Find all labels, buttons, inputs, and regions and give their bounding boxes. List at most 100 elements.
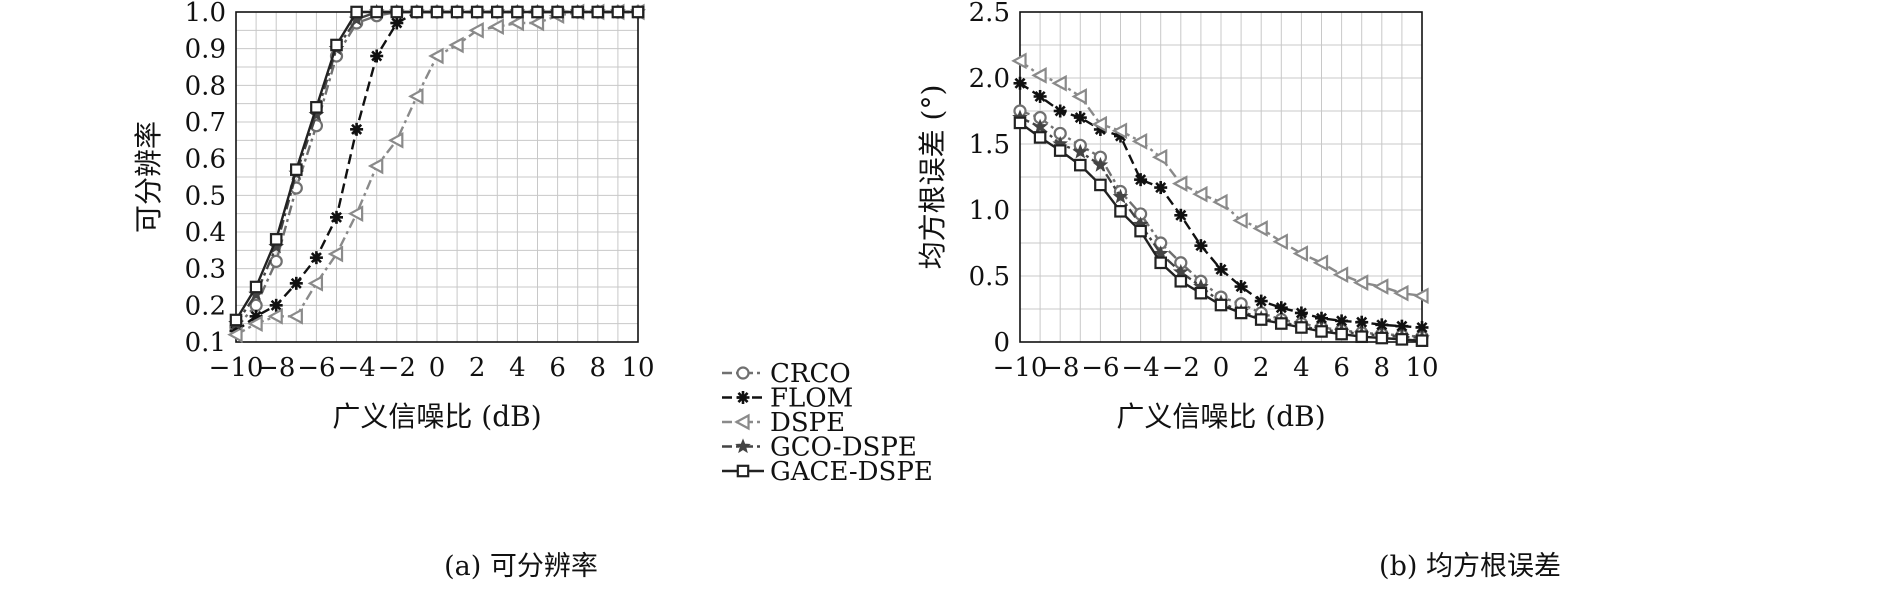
a-point-dspe (428, 47, 444, 65)
a-x-tick-label: −10 (209, 353, 264, 383)
b-point-gco-dspe (1112, 188, 1129, 204)
b-point-dspe (1131, 133, 1148, 150)
legend-label-gco-dspe: GCO-DSPE (770, 433, 917, 463)
a-x-tick-label: 10 (621, 353, 654, 383)
a-x-tick-label: 4 (509, 353, 526, 383)
b-point-gace-dspe (1053, 144, 1067, 157)
b-point-flom (1134, 173, 1148, 187)
b-x-tick-label: 8 (1374, 353, 1391, 383)
b-point-gace-dspe (1114, 205, 1127, 218)
a-y-tick-label: 0.6 (185, 145, 226, 175)
a-point-gace-dspe (229, 313, 243, 327)
b-point-flom (1073, 111, 1087, 125)
caption-b: (b) 均方根误差 (1379, 551, 1561, 582)
b-point-dspe (1272, 233, 1288, 251)
legend-item-gco-dspe: GCO-DSPE (722, 433, 917, 463)
b-plot-frame (1019, 11, 1423, 343)
b-point-gco-dspe (1032, 118, 1048, 134)
legend-label-crco: CRCO (770, 359, 851, 389)
b-x-tick-label: −6 (1081, 353, 1119, 383)
b-point-flom (1053, 104, 1067, 118)
b-point-dspe (1051, 74, 1067, 92)
a-point-dspe (408, 87, 424, 105)
b-point-flom (1194, 239, 1208, 253)
a-point-flom (370, 49, 384, 63)
b-y-tick-label: 1.0 (969, 196, 1010, 226)
a-point-dspe (468, 21, 484, 39)
b-point-gace-dspe (1274, 317, 1288, 330)
b-point-dspe (1312, 254, 1329, 272)
a-point-crco (269, 254, 283, 268)
b-point-gace-dspe (1174, 274, 1188, 288)
b-y-tick-label: 0.5 (969, 262, 1010, 292)
b-x-axis-title: 广义信噪比 (dB) (1116, 400, 1325, 433)
a-point-gace-dspe (410, 5, 424, 19)
a-x-tick-label: 2 (469, 353, 486, 383)
b-point-flom (1294, 306, 1308, 320)
a-point-dspe (347, 205, 364, 223)
b-point-dspe (1232, 212, 1248, 229)
b-point-dspe (1332, 266, 1349, 284)
b-point-flom (1154, 181, 1168, 195)
a-point-gace-dspe (611, 5, 625, 19)
b-point-dspe (1011, 52, 1027, 70)
a-x-tick-label: 8 (590, 353, 607, 383)
b-point-dspe (1151, 148, 1168, 166)
b-point-gace-dspe (1214, 298, 1228, 312)
b-point-dspe (1031, 67, 1047, 84)
b-x-tick-label: 10 (1405, 353, 1438, 383)
b-point-gace-dspe (1254, 313, 1268, 326)
a-point-gace-dspe (571, 5, 584, 19)
a-point-gace-dspe (290, 163, 303, 176)
a-series-gace-dspe (229, 5, 645, 327)
b-point-gace-dspe (1295, 321, 1308, 334)
b-x-tick-label: 6 (1333, 353, 1350, 383)
b-point-gace-dspe (1415, 334, 1429, 347)
a-point-gace-dspe (531, 5, 544, 19)
b-point-gace-dspe (1315, 325, 1328, 338)
a-point-gace-dspe (591, 5, 605, 19)
b-point-gace-dspe (1134, 224, 1147, 238)
a-x-tick-label: −4 (337, 353, 375, 383)
b-y-tick-label: 0 (993, 328, 1010, 358)
b-point-dspe (1192, 185, 1208, 203)
b-point-dspe (1212, 193, 1228, 211)
a-point-gace-dspe (370, 5, 383, 19)
b-y-tick-label: 2.0 (969, 64, 1010, 94)
b-point-dspe (1071, 88, 1087, 105)
a-y-tick-label: 1.0 (185, 0, 226, 28)
legend-item-flom: FLOM (722, 384, 853, 414)
b-point-flom (1214, 262, 1228, 276)
a-point-gace-dspe (551, 5, 564, 19)
b-point-dspe (1292, 245, 1309, 262)
a-point-gace-dspe (511, 5, 524, 19)
b-series-dspe (1011, 52, 1429, 305)
b-point-gace-dspe (1375, 331, 1389, 345)
b-x-tick-label: −8 (1041, 353, 1079, 383)
a-point-gace-dspe (450, 5, 464, 19)
a-point-dspe (227, 326, 243, 344)
a-point-gace-dspe (330, 38, 343, 52)
a-point-dspe (528, 14, 545, 32)
b-y-axis-title: 均方根误差 (°) (916, 85, 949, 270)
a-point-dspe (247, 315, 263, 333)
a-point-gace-dspe (310, 101, 323, 114)
panel-b-rmse-chart: −10−8 −6 −4 −2 0 2 4 6 8 1000.51.01.52.02.5广义信噪比 … (916, 0, 1439, 433)
b-y-tick-label: 2.5 (969, 0, 1010, 28)
a-point-dspe (267, 307, 283, 325)
b-x-tick-label: −2 (1162, 353, 1200, 383)
a-point-flom (350, 122, 364, 136)
a-point-gace-dspe (249, 280, 263, 294)
a-point-flom (390, 16, 404, 30)
b-point-flom (1254, 294, 1268, 308)
a-x-tick-label: 0 (429, 353, 446, 383)
a-y-tick-label: 0.4 (185, 218, 226, 248)
a-point-dspe (387, 131, 404, 149)
a-point-dspe (287, 307, 303, 325)
a-grid (235, 11, 639, 343)
legend-item-dspe: DSPE (722, 408, 845, 438)
a-x-tick-label: 6 (549, 353, 566, 383)
a-y-axis-title: 可分辨率 (132, 121, 165, 233)
b-line-dspe (1019, 59, 1423, 297)
